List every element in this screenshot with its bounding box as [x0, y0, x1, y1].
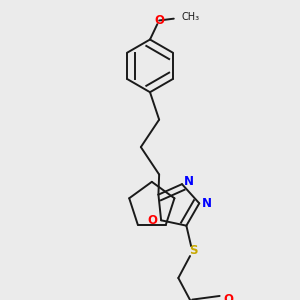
Text: CH₃: CH₃	[181, 12, 199, 22]
Text: O: O	[147, 214, 157, 227]
Text: S: S	[189, 244, 197, 257]
Text: N: N	[202, 197, 212, 210]
Text: O: O	[154, 14, 164, 27]
Text: O: O	[224, 293, 233, 300]
Text: N: N	[184, 175, 194, 188]
